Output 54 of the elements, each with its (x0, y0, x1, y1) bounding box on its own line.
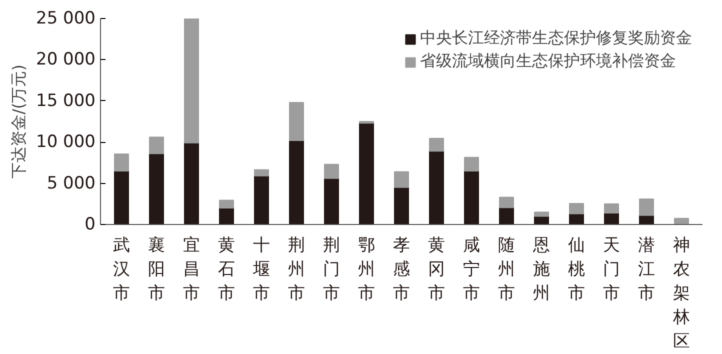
x-tick-label: 鄂州市 (358, 236, 375, 304)
legend-label: 省级流域横向生态保护环境补偿资金 (420, 51, 676, 72)
y-axis-title: 下达资金/(万元) (9, 64, 28, 178)
bar (359, 122, 374, 224)
bar (429, 150, 444, 224)
bar (254, 175, 269, 224)
bar (429, 138, 444, 152)
bar (219, 208, 234, 224)
x-tick-label: 天门市 (603, 236, 620, 304)
bar (149, 136, 164, 154)
y-tick-label: 10 000 (36, 132, 96, 152)
bar (534, 212, 549, 217)
y-tick-label: 20 000 (36, 50, 96, 70)
bar (219, 200, 234, 209)
x-tick-label: 宜昌市 (183, 236, 200, 304)
bar (464, 156, 479, 172)
bar (289, 140, 304, 224)
x-tick-label: 十堰市 (252, 236, 270, 304)
x-tick-label: 孝感市 (393, 236, 410, 304)
x-tick-label: 潜江市 (638, 236, 655, 304)
bar (394, 171, 409, 188)
bar (569, 202, 584, 214)
bar (289, 102, 304, 141)
bar (184, 142, 199, 224)
x-tick-label: 神农架林区 (672, 236, 690, 352)
x-tick-label: 随州市 (498, 236, 515, 304)
bar (324, 164, 339, 179)
bar (324, 178, 339, 224)
x-tick-label: 黄冈市 (428, 236, 445, 304)
x-tick-label: 武汉市 (113, 236, 130, 304)
x-tick-label: 仙桃市 (568, 236, 585, 304)
bar (604, 203, 619, 214)
x-tick-label: 荆州市 (288, 236, 305, 304)
x-tick-label: 襄阳市 (148, 236, 165, 304)
bar (674, 218, 689, 224)
x-tick-label: 咸宁市 (463, 236, 480, 304)
bar (184, 18, 199, 144)
y-tick-label: 0 (84, 214, 96, 234)
x-tick-label: 恩施州 (532, 236, 550, 304)
bar (499, 196, 514, 208)
y-tick-label: 25 000 (36, 8, 96, 28)
bar (639, 198, 654, 216)
bar (464, 170, 479, 224)
x-tick-label: 黄石市 (218, 236, 235, 304)
x-tick-label: 荆门市 (323, 236, 340, 304)
legend-label: 中央长江经济带生态保护修复奖励资金 (420, 28, 692, 49)
bar (499, 207, 514, 224)
y-tick-label: 15 000 (36, 90, 96, 111)
bar (114, 170, 129, 224)
bar (254, 169, 269, 176)
y-tick-label: 5 000 (46, 173, 96, 194)
bar (149, 153, 164, 224)
bar (394, 186, 409, 224)
bar (114, 154, 129, 172)
